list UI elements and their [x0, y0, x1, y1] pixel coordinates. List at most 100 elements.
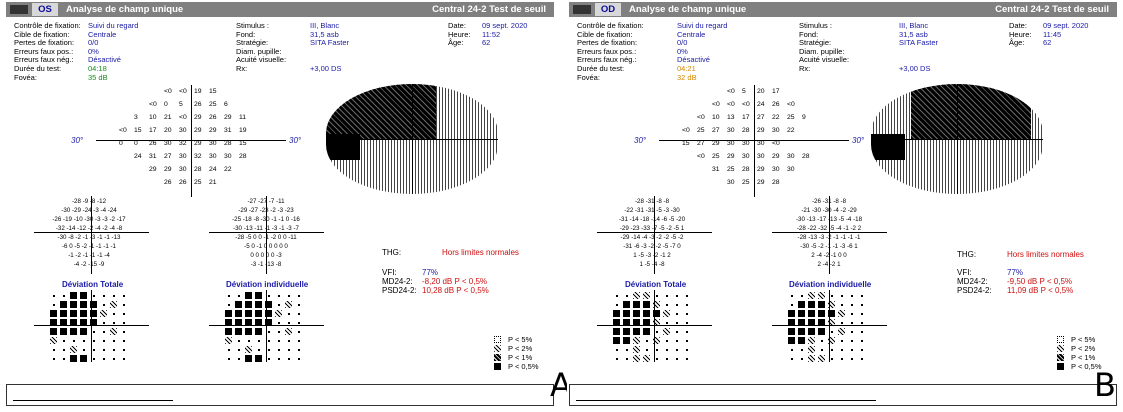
- pdp-axis-v: [829, 290, 830, 362]
- p2-symbol: [808, 346, 815, 353]
- legend-row: P < 5%: [1055, 335, 1102, 344]
- info-value: 62: [1043, 38, 1052, 48]
- normal-dot: [113, 295, 115, 297]
- threshold-value: 29: [209, 127, 217, 134]
- threshold-value: <0: [712, 101, 720, 108]
- tdp-axis-v: [654, 290, 655, 362]
- panel-letter: A: [550, 366, 572, 404]
- info-value: Suivi du regard: [88, 21, 139, 30]
- threshold-value: <0: [727, 88, 735, 95]
- legend-row: P < 0,5%: [1055, 362, 1102, 371]
- mid-info-values: III, Blanc 31,5 asb SITA Faster +3,00 DS: [899, 21, 938, 74]
- normal-dot: [63, 358, 65, 360]
- threshold-value: 0: [164, 101, 168, 108]
- eye-label: OS: [32, 3, 58, 16]
- normal-dot: [666, 304, 668, 306]
- legend-label: P < 2%: [508, 344, 533, 353]
- threshold-value: 30: [209, 140, 217, 147]
- normal-dot: [851, 313, 853, 315]
- p05-symbol: [633, 328, 640, 335]
- p05-symbol: [808, 301, 815, 308]
- p2-symbol: [808, 292, 815, 299]
- eye-label: OD: [595, 3, 621, 16]
- normal-dot: [123, 295, 125, 297]
- normal-dot: [686, 313, 688, 315]
- report-title: Analyse de champ unique: [66, 4, 184, 15]
- p2-symbol: [643, 355, 650, 362]
- p2-symbol: [494, 345, 501, 352]
- info-value: Désactivé: [677, 55, 710, 65]
- threshold-value: 30: [742, 140, 750, 147]
- normal-dot: [841, 322, 843, 324]
- info-value: Désactivé: [88, 55, 121, 65]
- p05-symbol: [633, 319, 640, 326]
- p05-symbol: [60, 328, 67, 335]
- info-label: Erreurs faux pos.:: [577, 46, 637, 56]
- right-info-labels: Date: Heure: Âge:: [448, 21, 471, 48]
- deviation-row: -30 -29 -24 -3 -4 -24: [61, 207, 117, 214]
- normal-dot: [851, 331, 853, 333]
- normal-dot: [686, 295, 688, 297]
- normal-dot: [228, 358, 230, 360]
- p05-symbol: [265, 319, 272, 326]
- threshold-value: 19: [239, 127, 247, 134]
- p05-symbol: [633, 310, 640, 317]
- normal-dot: [288, 313, 290, 315]
- threshold-value: 9: [802, 114, 806, 121]
- p05-symbol: [623, 301, 630, 308]
- normal-dot: [83, 349, 85, 351]
- p05-symbol: [225, 328, 232, 335]
- info-label: Âge:: [1009, 38, 1025, 48]
- p2-symbol: [653, 337, 660, 344]
- p05-symbol: [818, 301, 825, 308]
- threshold-value: 30: [787, 166, 795, 173]
- normal-dot: [676, 331, 678, 333]
- threshold-value: 0: [134, 140, 138, 147]
- info-label: Diam. pupille:: [799, 46, 845, 56]
- normal-dot: [626, 349, 628, 351]
- info-label: Heure:: [448, 29, 471, 39]
- p05-symbol: [623, 337, 630, 344]
- normal-dot: [93, 358, 95, 360]
- p05-symbol: [70, 328, 77, 335]
- pattern-deviation-label: Déviation individuelle: [226, 280, 309, 289]
- p05-symbol: [235, 319, 242, 326]
- normal-dot: [53, 304, 55, 306]
- normal-dot: [676, 304, 678, 306]
- p05-symbol: [788, 328, 795, 335]
- normal-dot: [646, 349, 648, 351]
- normal-dot: [666, 322, 668, 324]
- threshold-value: 24: [209, 166, 217, 173]
- threshold-value: 30: [757, 153, 765, 160]
- info-label: Cible de fixation:: [14, 29, 70, 39]
- p05-symbol: [798, 337, 805, 344]
- report-title: Analyse de champ unique: [629, 4, 747, 15]
- p05-symbol: [798, 301, 805, 308]
- normal-dot: [103, 295, 105, 297]
- legend-row: P < 5%: [492, 335, 539, 344]
- normal-dot: [656, 331, 658, 333]
- p2-symbol: [653, 319, 660, 326]
- p05-symbol: [70, 301, 77, 308]
- threshold-value: 11: [239, 114, 247, 121]
- deviation-row: -6 0 -5 -2 -1 -1 -1 -1: [62, 243, 116, 250]
- psd-label: PSD24-2:: [957, 286, 992, 295]
- p05-symbol: [255, 319, 262, 326]
- threshold-value: 27: [697, 140, 705, 147]
- p05-symbol: [623, 319, 630, 326]
- vertical-axis: [754, 85, 755, 197]
- threshold-value: 30: [164, 140, 172, 147]
- info-label: Contrôle de fixation:: [14, 21, 81, 30]
- threshold-value: 28: [224, 140, 232, 147]
- degree-label-right: 30°: [852, 136, 865, 145]
- p05-symbol: [245, 328, 252, 335]
- td-axis-v: [91, 196, 92, 274]
- threshold-value: 24: [134, 153, 142, 160]
- panel-letter: B: [1094, 366, 1116, 404]
- threshold-value: 10: [149, 114, 157, 121]
- pattern-deviation-label: Déviation individuelle: [789, 280, 872, 289]
- p05-symbol: [633, 301, 640, 308]
- fovea-value: 32 dB: [677, 72, 697, 82]
- p05-symbol: [225, 310, 232, 317]
- p05-symbol: [788, 310, 795, 317]
